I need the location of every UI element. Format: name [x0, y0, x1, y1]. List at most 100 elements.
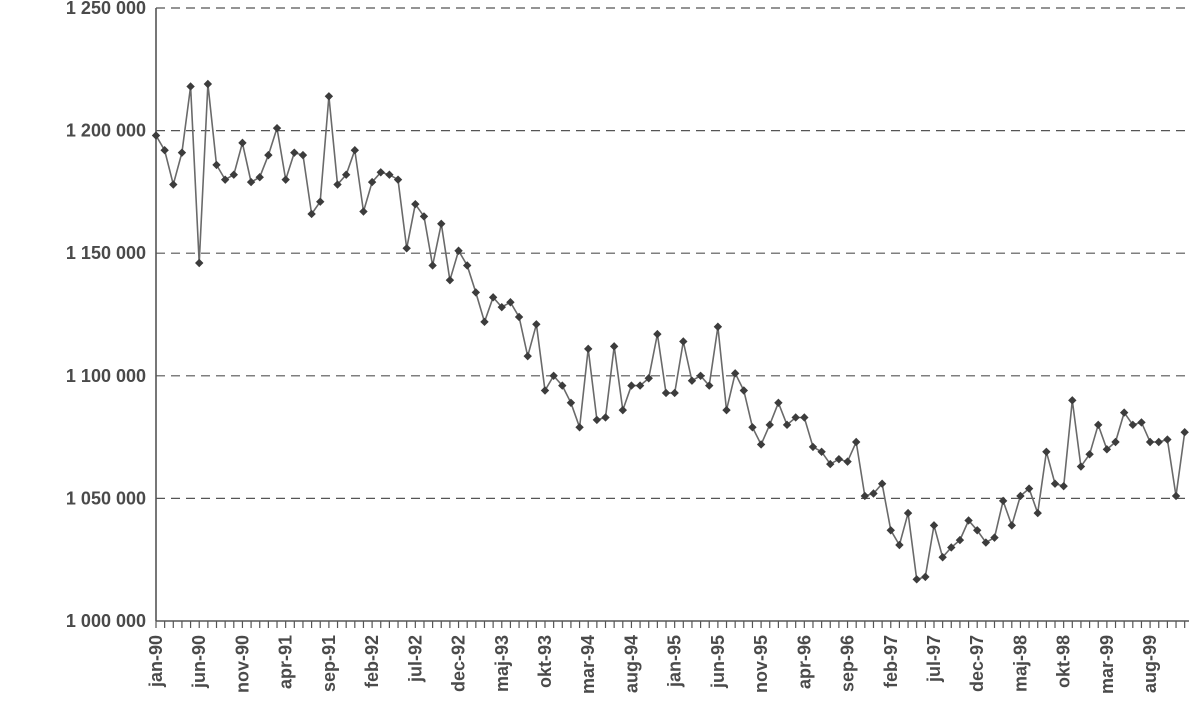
x-tick-label: maj-93	[492, 635, 512, 692]
y-tick-label: 1 100 000	[66, 366, 146, 386]
data-point	[722, 405, 731, 415]
data-point	[938, 553, 947, 562]
x-tick-label: dec-97	[967, 635, 987, 692]
data-point	[1171, 491, 1181, 501]
x-tick-label: nov-90	[232, 635, 252, 693]
data-point	[765, 420, 774, 430]
data-point	[298, 150, 308, 160]
data-point	[644, 374, 653, 383]
data-point	[851, 437, 861, 447]
data-point	[912, 575, 921, 584]
x-tick-label: apr-96	[794, 635, 814, 689]
data-point	[229, 170, 238, 179]
data-point	[1050, 479, 1060, 488]
x-tick-label: jun-90	[189, 635, 209, 689]
data-point	[376, 168, 385, 177]
data-point	[886, 526, 895, 535]
data-point	[834, 454, 844, 464]
data-point	[903, 508, 913, 518]
data-point	[1007, 521, 1016, 530]
data-point	[774, 398, 783, 407]
x-tick-label: mar-99	[1097, 635, 1117, 694]
data-point	[316, 197, 325, 206]
data-point	[1024, 484, 1034, 493]
y-tick-label: 1 200 000	[66, 121, 146, 141]
data-point	[584, 344, 593, 354]
data-point	[324, 92, 334, 101]
x-tick-label: dec-92	[449, 635, 469, 692]
data-point	[1094, 420, 1103, 430]
data-point	[359, 207, 368, 216]
data-point	[272, 123, 282, 133]
data-point	[1085, 450, 1094, 459]
data-point	[921, 572, 930, 582]
x-tick-label: jul-92	[405, 635, 425, 683]
data-point	[454, 246, 463, 255]
x-tick-label: aug-94	[621, 635, 641, 693]
data-point	[169, 180, 178, 189]
data-point	[609, 342, 619, 351]
x-tick-label: okt-98	[1054, 635, 1074, 688]
data-point	[947, 543, 956, 552]
x-tick-label: maj-98	[1010, 635, 1030, 692]
x-tick-label: feb-92	[362, 635, 382, 688]
data-point	[592, 415, 602, 425]
data-point	[635, 381, 645, 390]
data-point	[445, 275, 455, 285]
data-point	[661, 388, 671, 398]
data-point	[748, 423, 757, 432]
y-tick-label: 1 250 000	[66, 0, 146, 18]
data-point	[670, 388, 679, 398]
data-point	[437, 219, 446, 228]
data-point	[419, 212, 429, 221]
data-point	[462, 261, 472, 270]
grid-lines	[156, 7, 1189, 499]
data-point	[705, 381, 714, 390]
data-point	[186, 82, 195, 91]
data-point	[506, 298, 515, 307]
x-tick-labels: jan-90 jun-90 nov-90 apr-91 sep-91 feb-92 jul-…	[146, 635, 1160, 694]
data-point	[393, 175, 403, 184]
data-point	[791, 413, 800, 422]
data-point	[514, 312, 524, 322]
y-tick-label: 1 150 000	[66, 243, 146, 263]
data-point	[341, 170, 351, 179]
axes	[155, 8, 1189, 622]
x-tick-label: nov-95	[751, 635, 771, 693]
data-point	[1042, 447, 1051, 457]
x-tick-label: jan-90	[146, 635, 166, 688]
data-point	[566, 398, 576, 407]
data-point	[877, 479, 887, 488]
data-point	[826, 459, 835, 469]
data-point	[575, 423, 584, 432]
data-point	[177, 148, 187, 157]
data-point	[860, 491, 870, 501]
data-point	[281, 175, 290, 184]
data-point	[1163, 435, 1172, 444]
x-tick-label: mar-94	[578, 635, 598, 694]
data-point	[696, 371, 705, 380]
data-point	[1145, 437, 1155, 447]
x-tick-label: apr-91	[276, 635, 296, 689]
data-point	[929, 521, 939, 530]
data-point	[1128, 420, 1138, 430]
data-point	[411, 199, 420, 209]
x-tick-marks	[155, 621, 1186, 628]
data-point	[1119, 408, 1129, 417]
data-point	[497, 302, 506, 312]
data-point	[151, 131, 161, 140]
data-point	[601, 413, 610, 422]
x-tick-label: aug-99	[1140, 635, 1160, 693]
x-tick-label: sep-96	[838, 635, 858, 692]
data-point	[1137, 418, 1146, 427]
data-point	[350, 146, 360, 155]
x-tick-label: jan-95	[665, 635, 685, 688]
data-point	[713, 322, 723, 331]
data-point	[869, 489, 878, 498]
data-point	[428, 261, 437, 270]
data-point	[895, 540, 904, 550]
x-tick-label: sep-91	[319, 635, 339, 692]
data-point	[981, 538, 991, 547]
data-point	[1068, 396, 1077, 405]
data-point	[255, 172, 264, 182]
